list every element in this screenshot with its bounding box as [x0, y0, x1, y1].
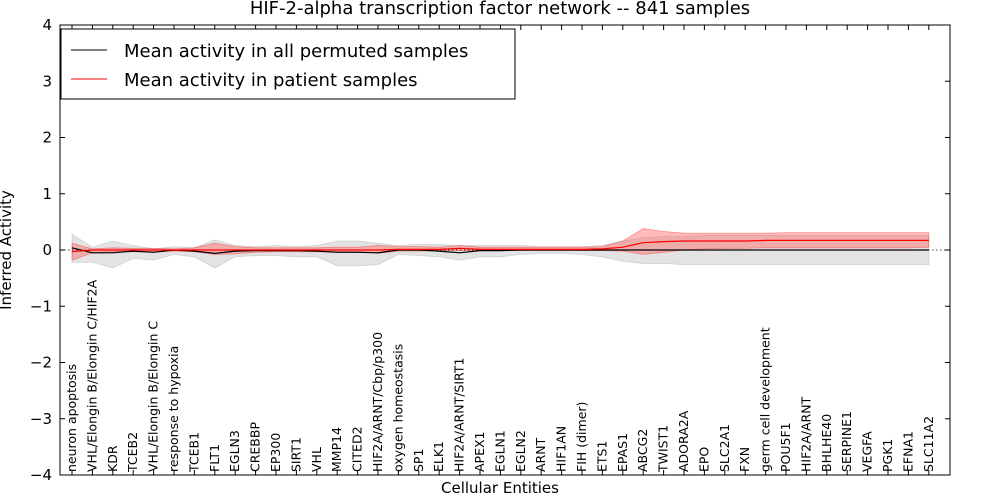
x-axis: neuron apoptosis VHL/Elongin B/Elongin C/… [64, 25, 936, 475]
x-tick-label: response to hypoxia [166, 346, 181, 472]
chart-title: HIF-2-alpha transcription factor network… [250, 0, 750, 19]
x-tick-label: VHL/Elongin B/Elongin C [146, 321, 161, 472]
x-tick-label: TCEB1 [186, 432, 201, 473]
y-tick-label: 2 [42, 129, 52, 147]
y-tick-label: −4 [30, 466, 52, 484]
x-tick-label: CREBBP [248, 422, 263, 472]
x-tick-label: EGLN2 [513, 430, 528, 472]
legend-permuted-label: Mean activity in all permuted samples [124, 41, 468, 62]
x-tick-label: SERPINE1 [839, 411, 854, 472]
x-tick-label: PGK1 [880, 439, 895, 472]
x-tick-label: FIH (dimer) [574, 402, 589, 472]
y-tick-label: 1 [42, 185, 52, 203]
x-tick-label: ABCG2 [635, 429, 650, 472]
x-tick-label: ETS1 [594, 441, 609, 472]
legend-box [60, 28, 516, 100]
x-tick-label: MMP14 [329, 427, 344, 472]
x-tick-label: germ cell development [758, 327, 773, 472]
y-tick-label: −3 [30, 410, 52, 428]
x-tick-label: VEGFA [860, 431, 875, 472]
y-tick-label: −2 [30, 354, 52, 372]
permuted-mean-line [71, 247, 929, 255]
x-tick-label: BHLHE40 [819, 414, 834, 472]
legend: Mean activity in all permuted samples Me… [60, 28, 516, 100]
x-tick-label: ARNT [533, 437, 548, 472]
x-tick-label: CITED2 [350, 426, 365, 472]
legend-patient-label: Mean activity in patient samples [124, 70, 418, 91]
x-tick-label: oxygen homeostasis [390, 344, 405, 472]
x-tick-label: HIF2A/ARNT/SIRT1 [452, 358, 467, 472]
x-tick-label: VHL [309, 447, 324, 472]
x-tick-label: EGLN3 [227, 430, 242, 472]
x-tick-label: HIF1AN [554, 426, 569, 472]
x-tick-label: HIF2A/ARNT/Cbp/p300 [370, 332, 385, 472]
x-tick-label: EFNA1 [900, 431, 915, 472]
x-axis-label: Cellular Entities [441, 479, 559, 497]
x-tick-label: TCEB2 [125, 432, 140, 473]
x-tick-label: APEX1 [472, 431, 487, 472]
x-tick-label: SLC2A1 [717, 424, 732, 472]
y-tick-label: 4 [42, 16, 52, 34]
x-tick-label: ELK1 [431, 441, 446, 472]
x-tick-label: POU5F1 [778, 422, 793, 472]
x-tick-label: neuron apoptosis [64, 364, 79, 472]
x-tick-label: EPAS1 [615, 433, 630, 472]
x-tick-label: EGLN1 [492, 430, 507, 472]
x-tick-label: FLT1 [207, 444, 222, 472]
y-tick-label: −1 [30, 297, 52, 315]
y-tick-label: 0 [42, 241, 52, 259]
patient-mean-line [71, 239, 929, 253]
x-tick-label: HIF2A/ARNT [798, 396, 813, 472]
x-tick-label: KDR [105, 445, 120, 472]
x-tick-label: SLC11A2 [921, 416, 936, 472]
x-tick-label: FXN [737, 447, 752, 472]
x-tick-label: VHL/Elongin B/Elongin C/HIF2A [84, 279, 99, 472]
y-tick-label: 3 [42, 72, 52, 90]
series-lines [60, 239, 950, 255]
x-tick-label: EPO [696, 447, 711, 472]
x-tick-label: EP300 [268, 433, 283, 472]
x-tick-label: ADORA2A [676, 410, 691, 472]
y-axis: −4 −3 −2 −1 0 1 2 3 4 [30, 16, 950, 484]
x-tick-label: SIRT1 [288, 437, 303, 472]
x-tick-label: SP1 [411, 449, 426, 472]
x-tick-label: TWIST1 [656, 425, 671, 473]
y-axis-label: Inferred Activity [0, 190, 15, 310]
